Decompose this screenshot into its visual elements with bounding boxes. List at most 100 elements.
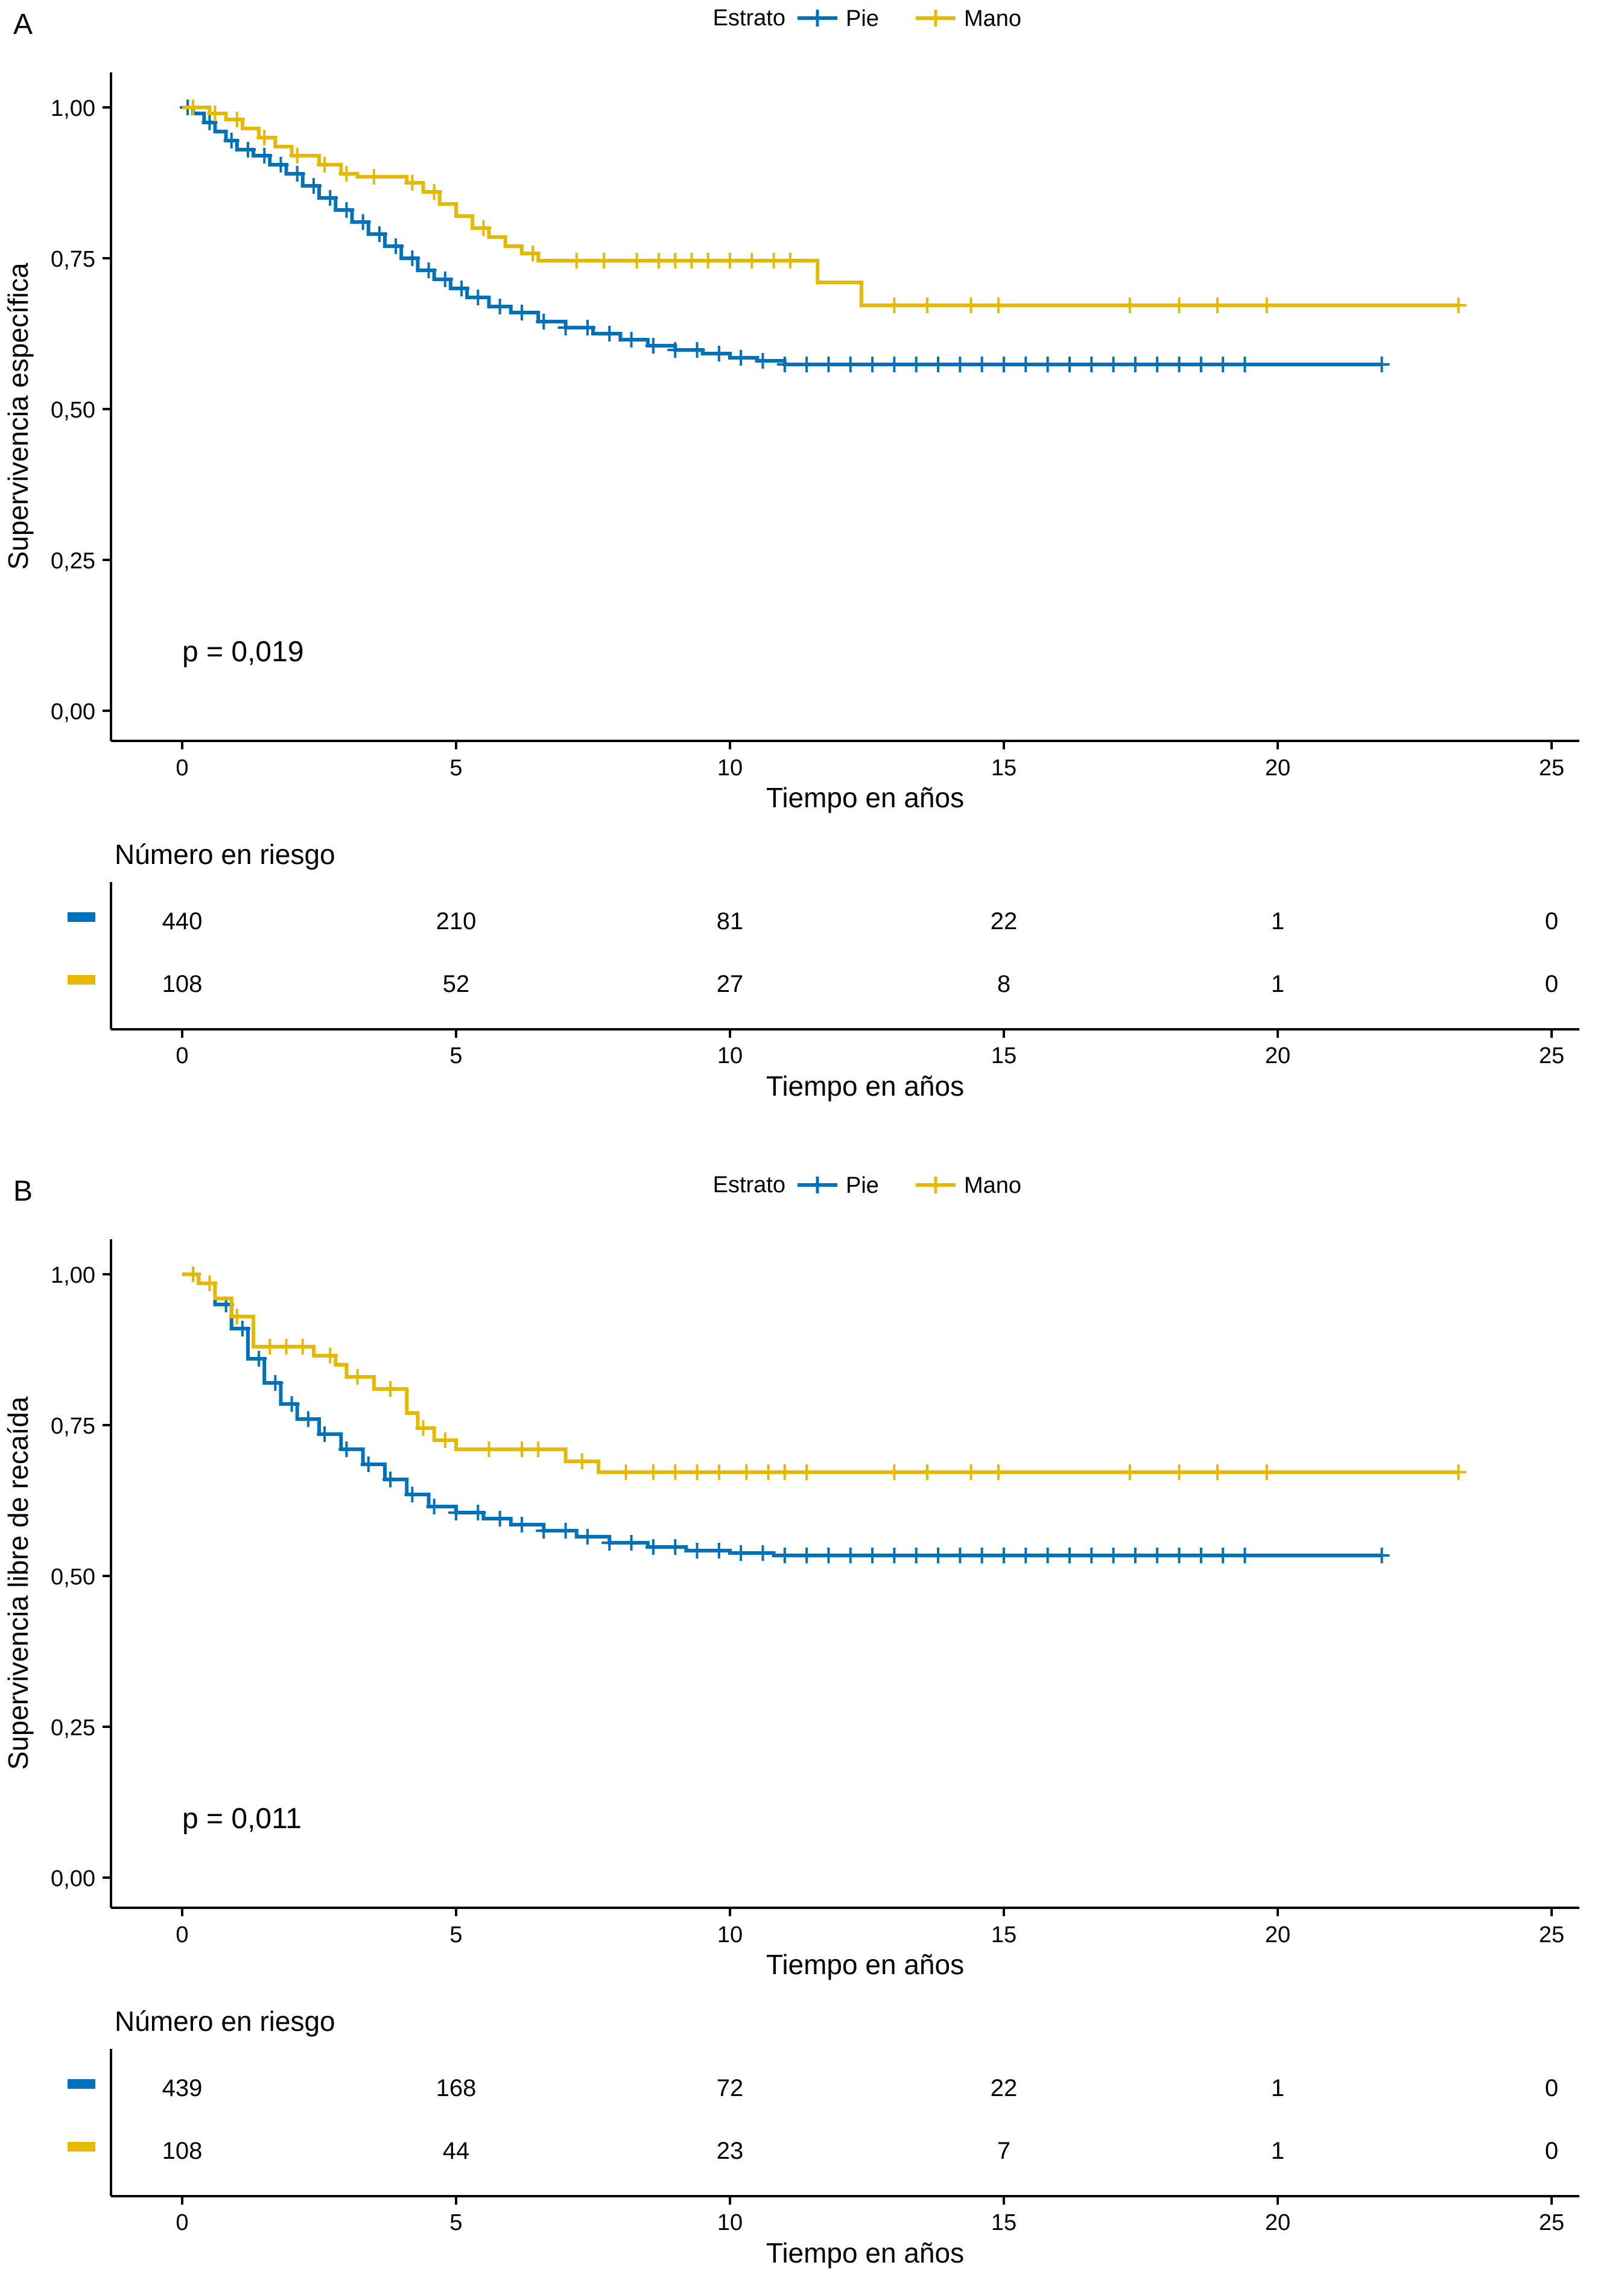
censor-mark-pie bbox=[454, 281, 470, 296]
censor-mark-mano bbox=[596, 253, 612, 268]
risk-count: 81 bbox=[717, 908, 744, 935]
censor-mark-pie bbox=[799, 1548, 815, 1563]
censor-mark-mano bbox=[185, 100, 201, 115]
censor-mark-pie bbox=[223, 133, 239, 148]
p-value-annotation: p = 0,019 bbox=[182, 636, 304, 668]
censor-mark-pie bbox=[864, 1548, 881, 1563]
censor-mark-pie bbox=[1237, 357, 1253, 372]
censor-mark-pie bbox=[579, 1529, 595, 1545]
censor-mark-mano bbox=[886, 297, 902, 313]
risk-row-swatch-pie bbox=[68, 912, 95, 922]
censor-mark-mano bbox=[530, 1441, 547, 1457]
censor-mark-pie bbox=[322, 190, 338, 206]
risk-x-axis-title: Tiempo en años bbox=[766, 2237, 964, 2269]
censor-mark-pie bbox=[645, 338, 661, 354]
censor-mark-mano bbox=[766, 253, 782, 268]
censor-mark-pie bbox=[289, 166, 305, 182]
censor-mark-pie bbox=[930, 1548, 947, 1563]
censor-mark-pie bbox=[338, 1441, 355, 1457]
censor-mark-pie bbox=[267, 1375, 284, 1391]
risk-x-tick-label: 0 bbox=[176, 2210, 188, 2235]
censor-mark-pie bbox=[1039, 357, 1056, 372]
censor-mark-mano bbox=[667, 1464, 684, 1480]
panel-label: A bbox=[13, 8, 33, 40]
censor-mark-pie bbox=[1237, 1548, 1253, 1563]
censor-mark-pie bbox=[1215, 1548, 1231, 1563]
y-tick-label: 0,25 bbox=[51, 548, 95, 574]
censor-mark-pie bbox=[492, 1511, 508, 1526]
censor-mark-pie bbox=[234, 1321, 250, 1336]
x-tick-label: 5 bbox=[449, 755, 462, 781]
censor-mark-mano bbox=[294, 1339, 311, 1355]
censor-mark-mano bbox=[317, 157, 333, 173]
censor-mark-mano bbox=[1450, 297, 1467, 313]
censor-mark-pie bbox=[1039, 1548, 1056, 1563]
censor-mark-mano bbox=[278, 1339, 294, 1355]
censor-mark-pie bbox=[711, 1543, 727, 1558]
risk-x-tick-label: 5 bbox=[449, 2210, 462, 2235]
censor-mark-mano bbox=[262, 1339, 278, 1355]
censor-mark-mano bbox=[645, 1464, 661, 1480]
risk-count: 22 bbox=[991, 2075, 1018, 2101]
x-tick-label: 10 bbox=[717, 1922, 743, 1948]
censor-mark-mano bbox=[426, 184, 442, 200]
risk-x-tick-label: 15 bbox=[991, 1043, 1017, 1069]
censor-mark-pie bbox=[667, 1539, 684, 1555]
censor-mark-mano bbox=[229, 112, 245, 127]
censor-mark-pie bbox=[1105, 357, 1121, 372]
censor-mark-pie bbox=[930, 357, 947, 372]
censor-mark-pie bbox=[820, 357, 837, 372]
risk-count: 27 bbox=[717, 971, 744, 997]
risk-count: 44 bbox=[443, 2138, 470, 2164]
risk-count: 440 bbox=[162, 908, 203, 935]
legend: Estrato Pie Mano bbox=[713, 1172, 1021, 1198]
risk-count: 0 bbox=[1545, 971, 1558, 997]
x-tick-label: 20 bbox=[1265, 1922, 1290, 1948]
censor-mark-pie bbox=[536, 314, 552, 329]
censor-mark-pie bbox=[1149, 357, 1166, 372]
censor-mark-mano bbox=[1450, 1464, 1467, 1480]
censor-mark-pie bbox=[886, 1548, 902, 1563]
risk-count: 108 bbox=[162, 971, 203, 997]
censor-mark-pie bbox=[470, 290, 486, 305]
risk-x-tick-label: 10 bbox=[717, 1043, 743, 1069]
censor-mark-mano bbox=[513, 1441, 530, 1457]
censor-mark-pie bbox=[1018, 357, 1034, 372]
censor-mark-mano bbox=[700, 253, 716, 268]
risk-x-tick-label: 0 bbox=[176, 1043, 188, 1069]
risk-count: 0 bbox=[1545, 2138, 1558, 2164]
censor-mark-mano bbox=[684, 253, 700, 268]
y-tick-label: 0,25 bbox=[51, 1715, 95, 1741]
censor-mark-pie bbox=[689, 342, 705, 358]
censor-mark-pie bbox=[1018, 1548, 1034, 1563]
x-tick-label: 25 bbox=[1539, 755, 1564, 781]
risk-table-title: Número en riesgo bbox=[115, 839, 335, 870]
x-tick-label: 25 bbox=[1539, 1922, 1564, 1948]
censor-mark-pie bbox=[284, 1396, 300, 1412]
risk-x-tick-label: 25 bbox=[1539, 2210, 1564, 2235]
censor-mark-mano bbox=[919, 297, 935, 313]
censor-mark-mano bbox=[738, 1464, 755, 1480]
risk-count: 439 bbox=[162, 2075, 203, 2101]
legend-entry-mano: Mano bbox=[964, 6, 1021, 31]
censor-mark-pie bbox=[1061, 357, 1077, 372]
censor-mark-mano bbox=[525, 246, 541, 261]
risk-x-tick-label: 5 bbox=[449, 1043, 462, 1069]
censor-mark-pie bbox=[908, 357, 924, 372]
censor-mark-mano bbox=[1258, 297, 1275, 313]
risk-count: 23 bbox=[717, 2138, 744, 2164]
censor-mark-mano bbox=[338, 166, 355, 182]
censor-mark-pie bbox=[645, 1539, 661, 1555]
censor-mark-mano bbox=[886, 1464, 902, 1480]
censor-mark-pie bbox=[360, 1456, 376, 1472]
censor-mark-pie bbox=[842, 357, 858, 372]
censor-mark-mano bbox=[568, 253, 585, 268]
censor-mark-pie bbox=[1105, 1548, 1121, 1563]
censor-mark-pie bbox=[1374, 1548, 1390, 1563]
censor-mark-pie bbox=[513, 305, 530, 320]
censor-mark-mano bbox=[990, 297, 1006, 313]
censor-mark-pie bbox=[1083, 1548, 1100, 1563]
censor-mark-pie bbox=[776, 357, 793, 372]
legend-title: Estrato bbox=[713, 1172, 785, 1198]
censor-mark-pie bbox=[256, 148, 273, 164]
